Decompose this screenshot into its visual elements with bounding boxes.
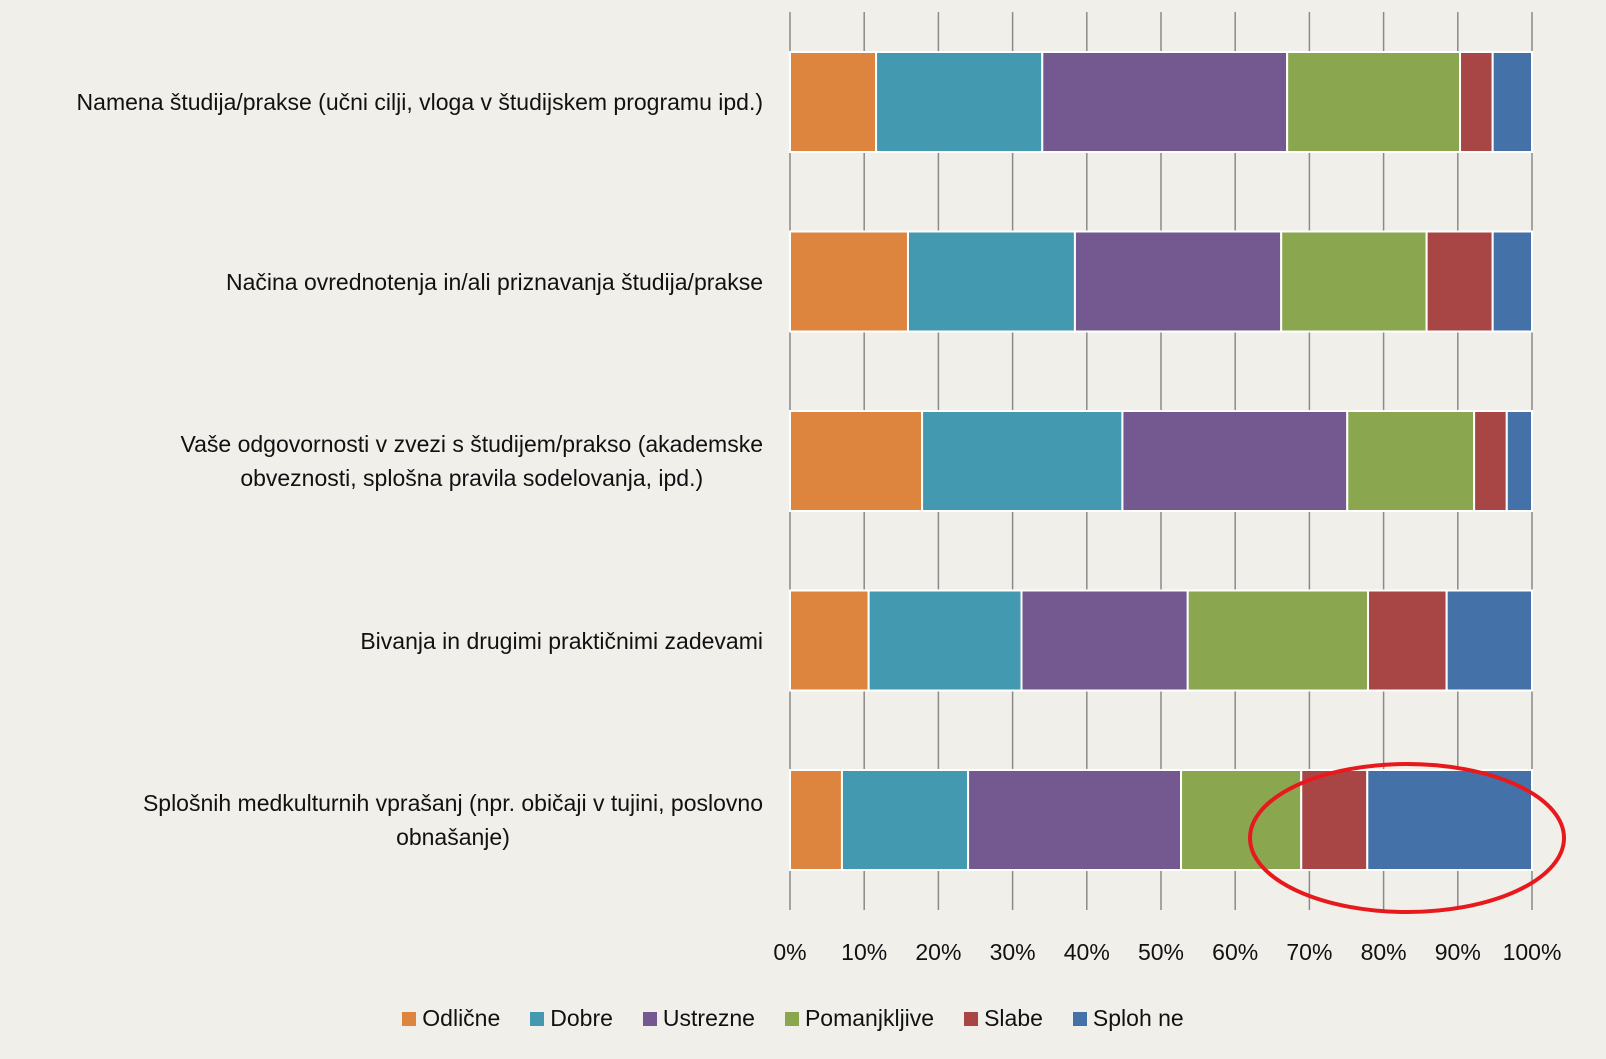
bar-segment bbox=[1020, 589, 1189, 692]
bar-segment bbox=[1505, 410, 1533, 512]
bar-segment bbox=[789, 589, 870, 692]
legend-item: Sploh ne bbox=[1072, 1005, 1184, 1032]
x-tick-label: 100% bbox=[1503, 939, 1562, 965]
x-tick-label: 60% bbox=[1212, 939, 1258, 965]
bar-segment bbox=[1491, 230, 1533, 333]
x-tick-label: 0% bbox=[773, 939, 806, 965]
bar-segment bbox=[1186, 589, 1370, 692]
category-label: Načina ovrednotenja in/ali priznavanja š… bbox=[226, 268, 763, 295]
legend-item: Odlične bbox=[402, 1005, 500, 1032]
legend-swatch bbox=[784, 1011, 799, 1026]
legend-swatch bbox=[402, 1011, 417, 1026]
bar-segment bbox=[1073, 230, 1283, 333]
x-tick-label: 70% bbox=[1286, 939, 1332, 965]
bar-segment bbox=[1473, 410, 1508, 512]
bar-segment bbox=[789, 230, 909, 333]
bar-segment bbox=[1286, 51, 1462, 153]
bar-segment bbox=[1121, 410, 1349, 512]
bar-segment bbox=[1180, 769, 1303, 871]
bar-segment bbox=[906, 230, 1076, 333]
bar-segment bbox=[867, 589, 1023, 692]
bar-segment bbox=[1346, 410, 1476, 512]
bar-segment bbox=[840, 769, 970, 871]
ticks: 0% 10% 20% 30% 40% 50% 60% 70% 80% 90% 100% bbox=[773, 939, 1561, 965]
bar-segment bbox=[789, 410, 924, 512]
bar-segment bbox=[1041, 51, 1289, 153]
category-label: Namena študija/prakse (učni cilji, vloga… bbox=[76, 89, 763, 115]
x-tick-label: 90% bbox=[1435, 939, 1481, 965]
x-tick-label: 80% bbox=[1361, 939, 1407, 965]
bars bbox=[789, 51, 1534, 871]
x-tick-label: 20% bbox=[915, 939, 961, 965]
legend-swatch bbox=[530, 1011, 545, 1026]
legend-item: Pomanjkljive bbox=[784, 1005, 935, 1032]
bar-segment bbox=[1300, 769, 1369, 871]
bar-segment bbox=[1425, 230, 1494, 333]
legend-swatch bbox=[964, 1011, 979, 1026]
legend-swatch bbox=[642, 1011, 657, 1026]
legend-label: Pomanjkljive bbox=[804, 1005, 935, 1031]
legend-swatch bbox=[1072, 1011, 1087, 1026]
bar-segment bbox=[1491, 51, 1533, 153]
legend: Odlične Dobre Ustrezne Pomanjkljive Slabe Spl… bbox=[0, 1005, 1586, 1032]
legend-label: Ustrezne bbox=[662, 1005, 755, 1031]
legend-item: Slabe bbox=[964, 1005, 1043, 1032]
category-label: Bivanja in drugimi praktičnimi zadevami bbox=[360, 627, 763, 654]
category-label: Splošnih medkulturnih vprašanj (npr. obi… bbox=[142, 790, 763, 850]
legend-label: Slabe bbox=[984, 1005, 1043, 1031]
x-tick-label: 30% bbox=[990, 939, 1036, 965]
legend-label: Dobre bbox=[550, 1005, 613, 1031]
x-tick-label: 10% bbox=[841, 939, 887, 965]
legend-label: Odlične bbox=[422, 1005, 501, 1031]
bar-segment bbox=[1367, 589, 1448, 692]
category-label: Vaše odgovornosti v zvezi s študijem/pra… bbox=[180, 431, 763, 491]
bar-segment bbox=[1445, 589, 1534, 692]
legend-label: Sploh ne bbox=[1092, 1005, 1184, 1031]
bar-segment bbox=[789, 769, 843, 871]
legend-item: Ustrezne bbox=[642, 1005, 755, 1032]
bar-segment bbox=[967, 769, 1183, 871]
bar-segment bbox=[1366, 769, 1533, 871]
bar-segment bbox=[921, 410, 1124, 512]
bar-segment bbox=[875, 51, 1044, 153]
legend-item: Dobre bbox=[530, 1005, 613, 1032]
bar-segment bbox=[1459, 51, 1494, 153]
x-tick-label: 40% bbox=[1064, 939, 1110, 965]
chart: 0% 10% 20% 30% 40% 50% 60% 70% 80% 90% 100% bbox=[773, 12, 1566, 965]
highlight-ellipse bbox=[1248, 762, 1566, 914]
bar-segment bbox=[1280, 230, 1428, 333]
x-tick-label: 50% bbox=[1138, 939, 1184, 965]
bar-segment bbox=[789, 51, 878, 153]
